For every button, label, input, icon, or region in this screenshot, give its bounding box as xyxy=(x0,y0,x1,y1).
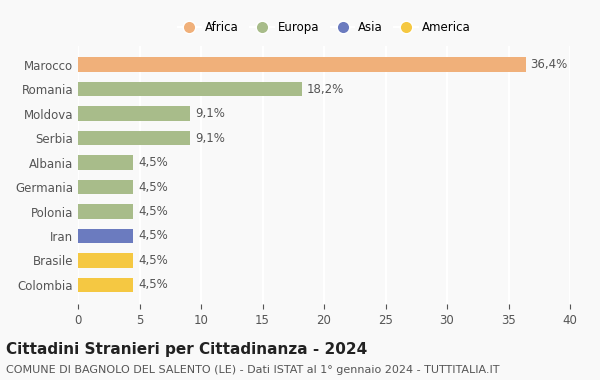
Text: 36,4%: 36,4% xyxy=(530,58,568,71)
Bar xyxy=(78,253,133,268)
Text: 4,5%: 4,5% xyxy=(138,180,168,193)
Text: 4,5%: 4,5% xyxy=(138,279,168,291)
Bar xyxy=(78,131,190,146)
Bar xyxy=(78,229,133,243)
Bar xyxy=(78,204,133,219)
Text: 4,5%: 4,5% xyxy=(138,156,168,169)
Text: 18,2%: 18,2% xyxy=(307,83,344,96)
Text: 4,5%: 4,5% xyxy=(138,254,168,267)
Text: 4,5%: 4,5% xyxy=(138,205,168,218)
Text: 9,1%: 9,1% xyxy=(195,131,225,145)
Text: COMUNE DI BAGNOLO DEL SALENTO (LE) - Dati ISTAT al 1° gennaio 2024 - TUTTITALIA.: COMUNE DI BAGNOLO DEL SALENTO (LE) - Dat… xyxy=(6,365,499,375)
Text: Cittadini Stranieri per Cittadinanza - 2024: Cittadini Stranieri per Cittadinanza - 2… xyxy=(6,342,367,357)
Legend: Africa, Europa, Asia, America: Africa, Europa, Asia, America xyxy=(174,18,474,38)
Text: 4,5%: 4,5% xyxy=(138,230,168,242)
Bar xyxy=(78,82,302,97)
Bar xyxy=(78,180,133,195)
Bar xyxy=(78,106,190,121)
Text: 9,1%: 9,1% xyxy=(195,107,225,120)
Bar xyxy=(78,277,133,292)
Bar xyxy=(78,155,133,170)
Bar xyxy=(78,57,526,72)
